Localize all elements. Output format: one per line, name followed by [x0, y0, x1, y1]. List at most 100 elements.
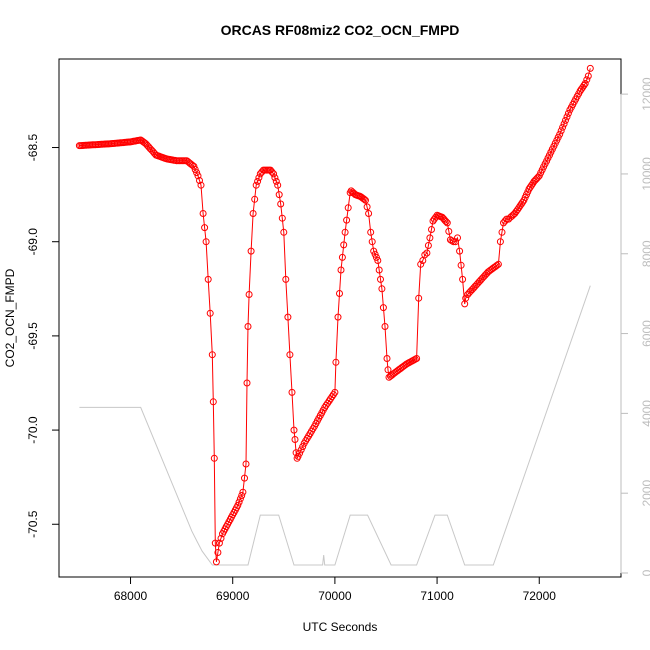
data-point	[417, 260, 425, 268]
data-point	[442, 218, 450, 225]
data-point	[365, 210, 373, 217]
data-point	[206, 309, 214, 317]
plot-area	[58, 58, 622, 578]
data-point	[234, 501, 242, 509]
data-point	[411, 355, 419, 363]
y-tick-label: -68.5	[26, 134, 40, 162]
data-point	[235, 498, 243, 506]
data-point	[244, 323, 252, 330]
data-point	[194, 172, 202, 180]
data-point	[426, 234, 434, 242]
data-point	[245, 291, 253, 298]
y2-tick-label: 6000	[640, 320, 650, 347]
data-point	[581, 80, 589, 87]
data-point	[251, 195, 259, 203]
y-tick-label: -70.0	[26, 416, 40, 444]
series-secondary	[79, 285, 591, 566]
data-point	[494, 260, 502, 268]
data-point	[503, 215, 511, 223]
data-point	[580, 81, 588, 89]
data-point	[277, 200, 285, 208]
data-point	[493, 261, 501, 269]
data-point	[564, 109, 572, 117]
data-point	[334, 313, 342, 321]
data-point	[252, 181, 260, 189]
data-point	[336, 290, 343, 297]
data-point	[501, 217, 509, 225]
y-tick-label: -69.5	[26, 322, 40, 350]
data-point	[270, 170, 278, 178]
data-point	[375, 266, 383, 274]
data-point	[378, 285, 386, 293]
data-point	[443, 219, 451, 227]
data-point	[457, 261, 465, 269]
data-point	[556, 130, 564, 138]
data-point	[445, 227, 453, 235]
data-point	[193, 169, 201, 177]
data-point	[413, 355, 421, 362]
plot-frame	[58, 58, 622, 578]
chart-title: ORCAS RF08miz2 CO2_OCN_FMPD	[221, 22, 460, 38]
data-point	[211, 539, 219, 547]
data-point	[368, 238, 376, 246]
data-point	[296, 449, 304, 457]
data-point	[337, 266, 345, 274]
data-point	[331, 388, 339, 396]
data-point	[381, 323, 389, 330]
data-point	[584, 72, 592, 80]
data-point	[274, 181, 282, 189]
data-point	[383, 355, 391, 362]
data-point	[560, 120, 568, 128]
y2-tick-label: 12000	[640, 77, 650, 111]
data-point	[428, 226, 435, 233]
data-point	[255, 174, 263, 182]
data-point	[340, 241, 348, 249]
data-point	[284, 313, 292, 321]
data-point	[243, 379, 251, 387]
data-point	[456, 247, 464, 255]
data-point	[423, 249, 431, 257]
data-point	[204, 275, 212, 283]
data-point	[379, 304, 387, 312]
data-point	[239, 488, 247, 496]
data-point	[214, 549, 222, 556]
data-point	[297, 446, 305, 454]
data-point	[210, 454, 218, 462]
data-point	[217, 534, 225, 542]
data-point	[249, 210, 257, 217]
data-point	[449, 238, 457, 246]
data-point	[454, 234, 461, 242]
x-axis: 68000 69000 70000 71000 72000	[114, 576, 556, 603]
series-primary	[75, 64, 594, 566]
data-point	[272, 177, 280, 185]
data-point	[562, 116, 569, 124]
data-point	[271, 174, 279, 182]
data-point	[448, 237, 456, 245]
data-point	[202, 238, 210, 246]
data-point	[280, 228, 288, 236]
data-point	[268, 168, 276, 176]
y2-tick-label: 4000	[640, 400, 650, 427]
data-point	[196, 177, 203, 184]
data-point	[254, 177, 262, 185]
x-tick-label: 68000	[114, 589, 148, 603]
y2-tick-label: 0	[640, 569, 650, 576]
data-point	[559, 123, 567, 131]
data-point	[557, 127, 565, 135]
x-tick-label: 71000	[420, 589, 454, 603]
x-tick-label: 70000	[318, 589, 352, 603]
data-point	[212, 558, 220, 566]
y2-tick-label: 10000	[640, 157, 650, 191]
data-point	[415, 294, 423, 302]
data-point	[209, 398, 217, 406]
primary-series-line	[79, 68, 591, 562]
data-point	[421, 251, 429, 259]
data-point	[242, 460, 250, 468]
data-point	[282, 275, 290, 283]
data-point	[288, 388, 296, 396]
data-point	[208, 351, 216, 359]
y-tick-label: -69.0	[26, 228, 40, 256]
data-point	[583, 76, 591, 84]
data-point	[299, 443, 307, 451]
